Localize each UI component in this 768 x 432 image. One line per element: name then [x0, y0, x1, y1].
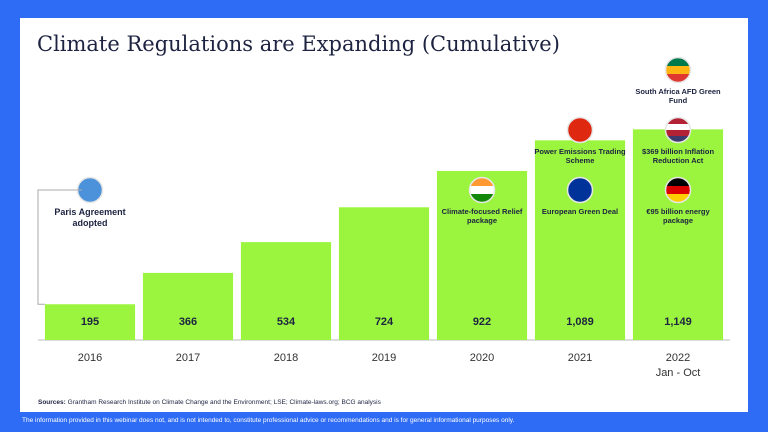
x-tick-label: 2018	[274, 352, 298, 364]
bar	[142, 272, 234, 340]
annotation: $369 billion Inflation Reduction Act	[641, 147, 715, 165]
chart-title: Climate Regulations are Expanding (Cumul…	[37, 32, 560, 56]
flag-icon	[666, 178, 690, 202]
source-text: Grantham Research Institute on Climate C…	[67, 399, 381, 406]
x-tick-label: 2021	[568, 352, 592, 364]
flag-stripe	[666, 130, 690, 137]
bar	[240, 242, 332, 340]
flag-stripe	[666, 124, 690, 131]
flag-ring	[566, 116, 594, 144]
flag-stripe	[568, 118, 592, 142]
x-tick-label: 2017	[176, 352, 200, 364]
flag-stripe	[666, 58, 690, 67]
source: Sources: Grantham Research Institute on …	[38, 399, 381, 406]
flag-stripe	[666, 136, 690, 142]
bar	[44, 304, 136, 340]
annotation: Power Emissions Trading Scheme	[534, 147, 626, 165]
annotation: South Africa AFD Green Fund	[635, 87, 721, 105]
value-label: 366	[179, 316, 197, 328]
value-label: 724	[375, 316, 394, 328]
flag-ring	[664, 56, 692, 84]
flag-stripe	[666, 178, 690, 187]
x-tick-label: 2019	[372, 352, 396, 364]
flag-ring	[664, 116, 692, 144]
flag-icon	[568, 178, 592, 202]
annotation: Paris Agreement adopted	[54, 207, 126, 228]
flag-icon	[568, 118, 592, 142]
flag-stripe	[666, 118, 690, 125]
flag-stripe	[666, 194, 690, 202]
x-tick-label: 2020	[470, 352, 494, 364]
value-label: 534	[277, 316, 296, 328]
x-tick-label: 2022	[666, 352, 690, 364]
flag-ring	[664, 176, 692, 204]
annotation-bracket	[37, 189, 82, 305]
value-label: 1,149	[664, 316, 692, 328]
x-tick-sublabel: Jan - Oct	[656, 367, 701, 379]
disclaimer: The information provided in this webinar…	[22, 417, 515, 424]
flag-stripe	[568, 178, 592, 202]
flag-icon	[470, 178, 494, 202]
flag-stripe	[666, 74, 690, 82]
value-label: 922	[473, 316, 491, 328]
flag-stripe	[470, 186, 494, 195]
flag-ring	[468, 176, 496, 204]
flag-stripe	[666, 66, 690, 75]
bar	[534, 140, 626, 340]
annotation: Climate-focused Relief package	[441, 207, 523, 225]
annotation: European Green Deal	[541, 207, 619, 216]
value-label: 1,089	[566, 316, 594, 328]
flag-icon	[666, 58, 690, 82]
flag-stripe	[666, 186, 690, 195]
flag-stripe	[470, 178, 494, 187]
flag-stripe	[470, 194, 494, 202]
flag-icon	[666, 118, 690, 142]
bar	[632, 129, 724, 340]
x-tick-label: 2016	[78, 352, 102, 364]
source-label: Sources:	[38, 399, 66, 406]
value-label: 195	[81, 316, 99, 328]
flag-ring	[566, 176, 594, 204]
annotation: €95 billion energy package	[646, 207, 710, 225]
bar	[338, 207, 430, 340]
